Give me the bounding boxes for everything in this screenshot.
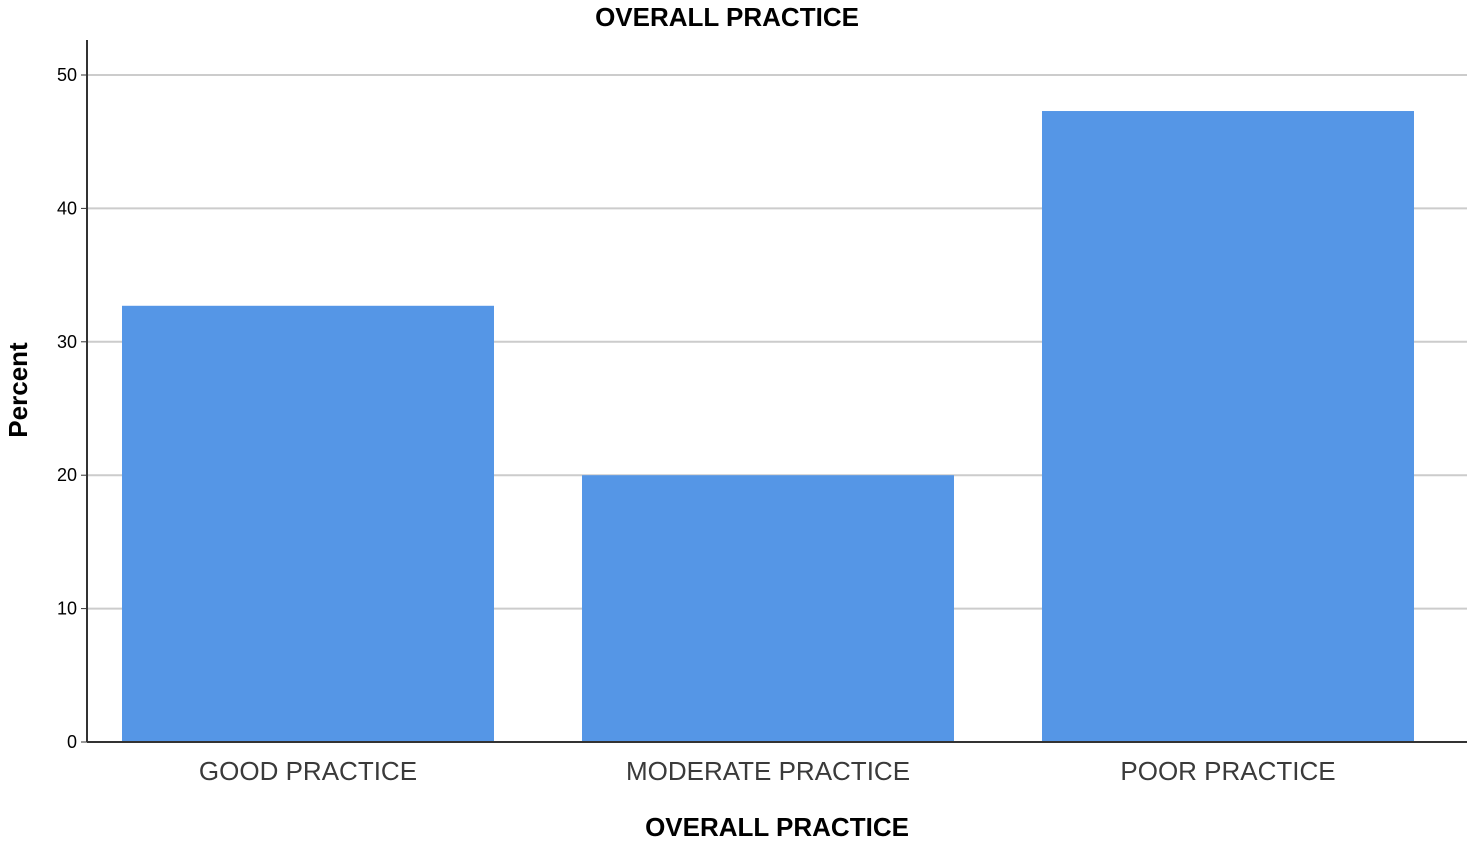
y-tick-label: 30 <box>57 332 77 352</box>
x-tick-label: GOOD PRACTICE <box>199 756 417 786</box>
y-tick-label: 0 <box>67 732 77 752</box>
bar-poor-practice <box>1042 111 1414 742</box>
x-axis-title: OVERALL PRACTICE <box>645 812 909 842</box>
y-tick-label: 10 <box>57 599 77 619</box>
x-tick-label: POOR PRACTICE <box>1120 756 1335 786</box>
y-tick-label: 50 <box>57 65 77 85</box>
bars <box>122 111 1414 742</box>
x-tick-label: MODERATE PRACTICE <box>626 756 910 786</box>
y-tick-labels: 0 10 20 30 40 50 <box>57 65 77 752</box>
bar-good-practice <box>122 305 494 742</box>
chart-title: OVERALL PRACTICE <box>595 2 859 32</box>
axes <box>81 40 1467 743</box>
y-axis-title: Percent <box>3 342 33 438</box>
x-tick-labels: GOOD PRACTICE MODERATE PRACTICE POOR PRACT… <box>199 756 1336 786</box>
y-tick-label: 40 <box>57 198 77 218</box>
y-tick-label: 20 <box>57 465 77 485</box>
bar-moderate-practice <box>582 475 954 742</box>
